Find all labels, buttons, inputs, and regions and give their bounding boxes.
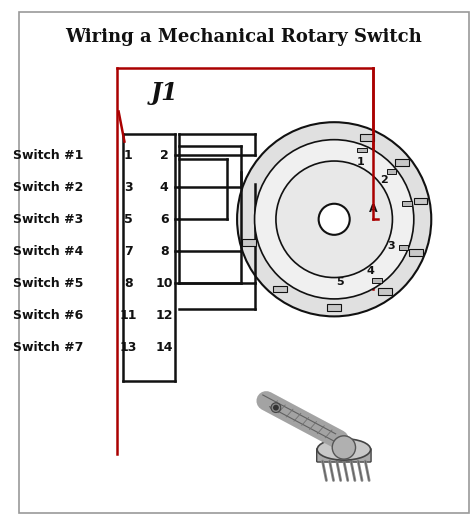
Text: 10: 10 (155, 277, 173, 290)
Bar (402, 201, 412, 206)
Text: 4: 4 (366, 266, 374, 276)
Bar (361, 134, 374, 141)
Circle shape (332, 436, 356, 459)
Text: Switch #5: Switch #5 (13, 277, 84, 290)
Text: 4: 4 (160, 181, 169, 194)
Text: Switch #1: Switch #1 (13, 149, 84, 162)
Text: 8: 8 (160, 245, 169, 258)
Text: Wiring a Mechanical Rotary Switch: Wiring a Mechanical Rotary Switch (65, 28, 422, 46)
Text: 3: 3 (388, 241, 395, 251)
Bar (399, 245, 409, 250)
Bar (242, 239, 255, 246)
Text: 2: 2 (380, 175, 388, 185)
Text: J1: J1 (150, 81, 178, 105)
Circle shape (273, 405, 279, 411)
Text: 1: 1 (124, 149, 133, 162)
Bar (395, 159, 409, 166)
Bar (378, 288, 392, 295)
Text: Switch #7: Switch #7 (13, 341, 84, 354)
Text: 14: 14 (155, 341, 173, 354)
Circle shape (237, 122, 431, 317)
Text: 6: 6 (160, 213, 169, 226)
Text: Switch #2: Switch #2 (13, 181, 84, 194)
Text: Switch #6: Switch #6 (13, 309, 84, 322)
Text: 5: 5 (336, 277, 344, 287)
Bar (414, 197, 428, 204)
Text: Switch #4: Switch #4 (13, 245, 84, 258)
Text: A: A (369, 204, 378, 214)
Text: 12: 12 (155, 309, 173, 322)
Text: 7: 7 (124, 245, 133, 258)
Bar (387, 169, 396, 174)
Bar (273, 286, 287, 292)
Text: 5: 5 (124, 213, 133, 226)
Bar (357, 148, 367, 152)
Text: 3: 3 (124, 181, 133, 194)
Ellipse shape (317, 439, 371, 460)
Text: 2: 2 (160, 149, 169, 162)
Text: 11: 11 (119, 309, 137, 322)
Bar (328, 304, 341, 311)
Text: 13: 13 (119, 341, 137, 354)
Circle shape (271, 403, 281, 413)
Bar (372, 278, 382, 283)
Text: 1: 1 (357, 157, 365, 167)
Bar (410, 249, 423, 256)
Circle shape (276, 161, 392, 278)
Text: Switch #3: Switch #3 (13, 213, 84, 226)
FancyBboxPatch shape (317, 448, 371, 462)
Circle shape (255, 140, 414, 299)
Circle shape (319, 204, 350, 235)
Text: 8: 8 (124, 277, 133, 290)
